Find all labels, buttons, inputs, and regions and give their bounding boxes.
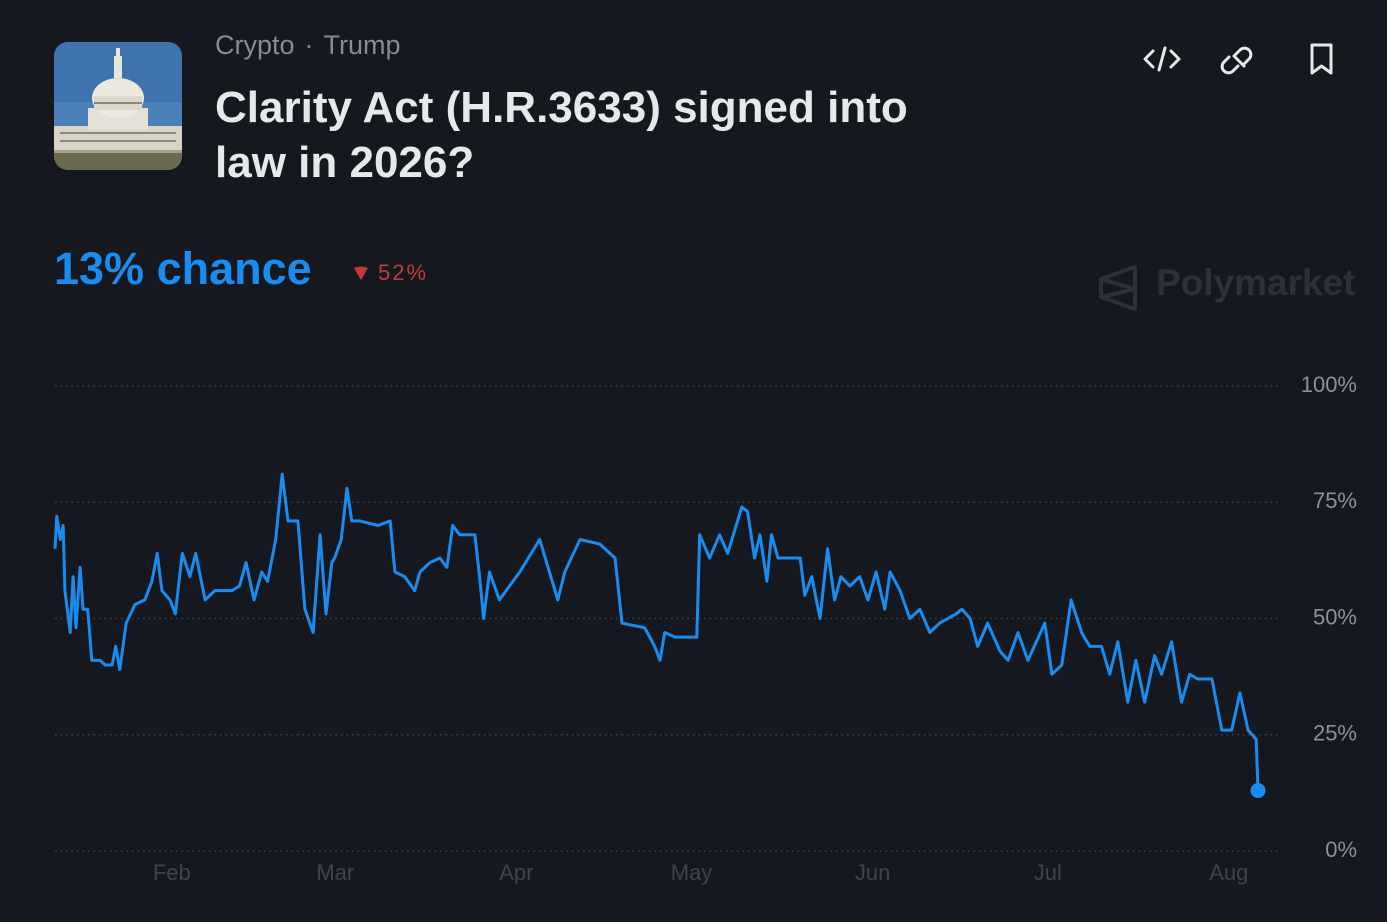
x-tick-label: Aug [1209, 860, 1248, 885]
y-tick-label: 75% [1313, 488, 1357, 513]
market-image [54, 42, 182, 170]
change: 52% [378, 260, 429, 285]
x-tick-label: Feb [153, 860, 191, 885]
bookmark-icon[interactable] [1310, 43, 1333, 75]
subcategory[interactable]: Trump [323, 30, 401, 60]
toolbar [1143, 43, 1333, 75]
y-tick-label: 25% [1313, 721, 1357, 746]
x-tick-label: May [671, 860, 713, 885]
y-tick-label: 50% [1313, 604, 1357, 629]
x-tick-label: Apr [499, 860, 533, 885]
price-line [53, 472, 1260, 791]
down-arrow [354, 266, 368, 280]
x-tick-label: Jun [855, 860, 890, 885]
y-tick-label: 100% [1301, 372, 1357, 397]
last-point [1250, 783, 1266, 799]
x-tick-label: Jul [1034, 860, 1062, 885]
link-icon[interactable] [1220, 46, 1253, 75]
y-tick-label: 0% [1325, 837, 1357, 862]
chance: 13% chance [54, 243, 312, 294]
category[interactable]: Crypto [215, 30, 295, 60]
market-title: Clarity Act (H.R.3633) signed into law i… [215, 83, 908, 187]
embed-icon[interactable] [1143, 46, 1181, 72]
brand: Polymarket [1156, 262, 1356, 303]
separator: · [304, 30, 314, 60]
x-tick-label: Mar [316, 860, 354, 885]
breadcrumbs: Crypto · Trump [215, 30, 401, 61]
brand-logo [1099, 265, 1137, 311]
